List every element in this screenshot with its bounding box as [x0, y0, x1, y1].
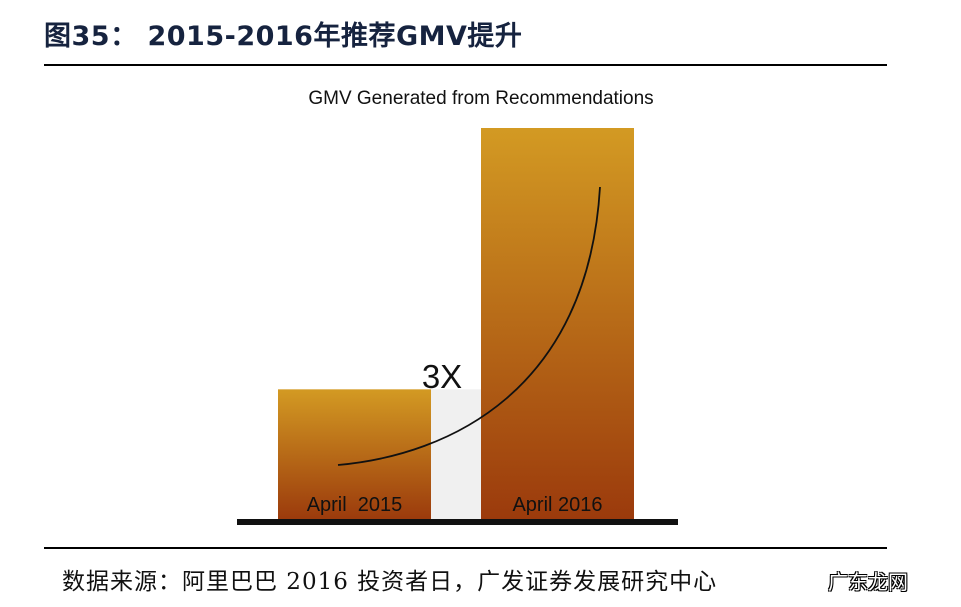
bars-layer: April 2015 April 2016: [278, 128, 634, 520]
bar-label-1: April 2015: [307, 494, 403, 516]
growth-curve: [337, 186, 601, 466]
top-rule: [44, 64, 887, 66]
bar-gap-fill: [431, 389, 481, 520]
watermark: 广东龙网: [828, 570, 908, 594]
x-axis-baseline: [237, 519, 678, 525]
figure-title: 图35： 2015-2016年推荐GMV提升: [44, 21, 523, 52]
chart-title: GMV Generated from Recommendations: [308, 88, 653, 109]
growth-annotation: 3X: [422, 358, 462, 395]
bar-2: [481, 128, 634, 520]
source-note: 数据来源：阿里巴巴 2016 投资者日，广发证券发展研究中心: [62, 569, 718, 595]
bar-1: [278, 389, 431, 520]
bottom-rule: [44, 547, 887, 549]
bar-label-2: April 2016: [512, 494, 602, 516]
